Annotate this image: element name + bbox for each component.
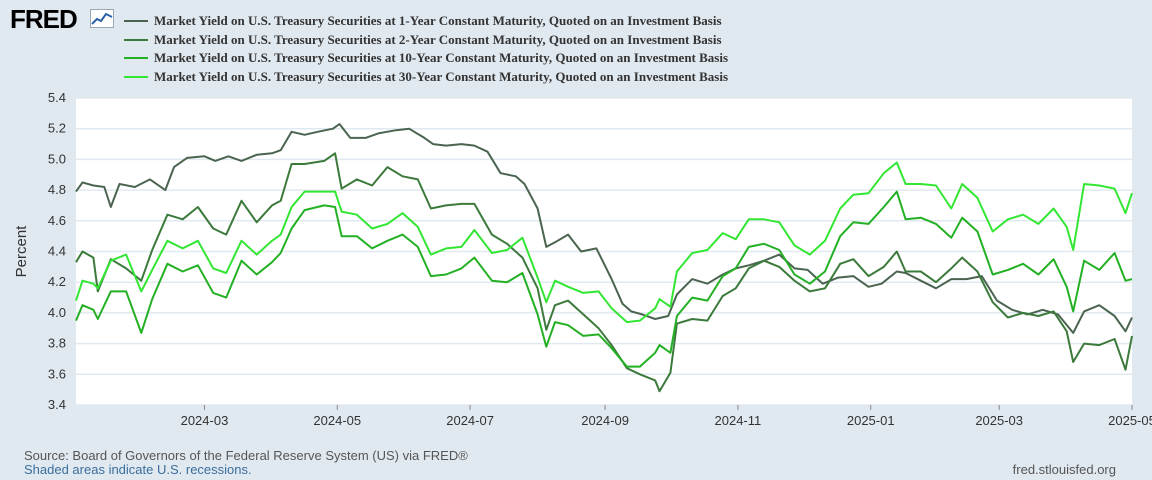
- y-axis-label: Percent: [13, 225, 30, 278]
- legend-swatch: [124, 75, 148, 78]
- recession-note[interactable]: Shaded areas indicate U.S. recessions.: [24, 462, 252, 477]
- chart-line-icon: [90, 9, 114, 28]
- series-line-1: [75, 123, 1133, 334]
- series-line-3: [75, 190, 1133, 368]
- legend-swatch: [124, 57, 148, 60]
- website-link[interactable]: fred.stlouisfed.org: [1012, 462, 1116, 477]
- y-tick-label: 4.4: [48, 244, 66, 259]
- legend-label: Market Yield on U.S. Treasury Securities…: [154, 68, 729, 84]
- line-chart: 3.4 3.6 3.8 4.0 4.2 4.4 4.6 4.8 5.0 5.2 5.4 2024-03…: [13, 90, 1152, 428]
- legend-swatch: [124, 38, 148, 41]
- y-tick-label: 5.0: [48, 151, 66, 166]
- y-tick-label: 4.2: [48, 274, 66, 289]
- legend-swatch: [124, 20, 148, 23]
- y-tick-label: 3.4: [48, 397, 66, 412]
- series-line-2: [75, 152, 1133, 393]
- legend-label: Market Yield on U.S. Treasury Securities…: [154, 31, 722, 47]
- y-tick-label: 4.0: [48, 305, 66, 320]
- legend-item: Market Yield on U.S. Treasury Securities…: [124, 12, 728, 31]
- legend-item: Market Yield on U.S. Treasury Securities…: [124, 49, 728, 68]
- y-tick-label: 3.6: [48, 366, 66, 381]
- x-tick-label: 2024-07: [446, 413, 494, 428]
- x-tick-label: 2024-09: [581, 413, 629, 428]
- source-note: Source: Board of Governors of the Federa…: [24, 448, 468, 463]
- x-tick-label: 2024-03: [181, 413, 229, 428]
- x-tick-label: 2025-03: [975, 413, 1023, 428]
- legend-item: Market Yield on U.S. Treasury Securities…: [124, 31, 728, 50]
- y-tick-label: 3.8: [48, 336, 66, 351]
- y-tick-label: 5.4: [48, 90, 66, 105]
- series-line-4: [75, 161, 1133, 324]
- y-tick-label: 4.8: [48, 182, 66, 197]
- legend-label: Market Yield on U.S. Treasury Securities…: [154, 50, 729, 66]
- legend-label: Market Yield on U.S. Treasury Securities…: [154, 13, 722, 29]
- y-tick-label: 4.6: [48, 213, 66, 228]
- x-tick-label: 2024-05: [313, 413, 361, 428]
- legend-item: Market Yield on U.S. Treasury Securities…: [124, 68, 728, 87]
- x-tick-label: 2025-01: [847, 413, 895, 428]
- chart-legend: Market Yield on U.S. Treasury Securities…: [124, 12, 728, 86]
- x-tick-label: 2025-05: [1108, 413, 1152, 428]
- y-tick-label: 5.2: [48, 121, 66, 136]
- x-tick-label: 2024-11: [715, 413, 762, 428]
- fred-logo[interactable]: FRED: [10, 4, 78, 34]
